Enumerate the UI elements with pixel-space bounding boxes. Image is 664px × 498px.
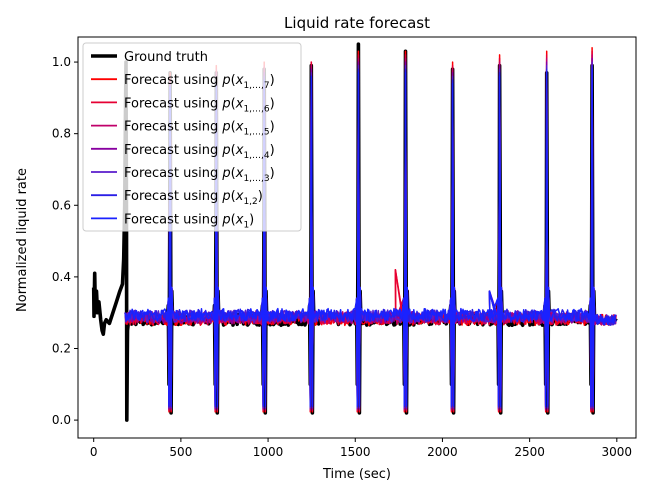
y-tick-label: 1.0	[52, 55, 71, 69]
y-tick-label: 0.4	[52, 270, 71, 284]
x-tick-label: 2000	[427, 445, 458, 459]
chart-title: Liquid rate forecast	[284, 14, 430, 32]
y-tick-label: 0.6	[52, 198, 71, 212]
legend-box	[82, 42, 302, 232]
series-line-7	[124, 68, 617, 407]
series-layer	[91, 42, 618, 422]
legend-label: Forecast using p(x1,…,7)	[124, 73, 275, 91]
legend: Ground truth Forecast using p(x1,…,7) Fore…	[82, 42, 302, 232]
x-axis-label: Time (sec)	[322, 467, 391, 482]
y-axis: 0.0 0.2 0.4 0.6 0.8 1.0	[52, 55, 78, 427]
legend-label: Ground truth	[124, 50, 208, 65]
y-tick-label: 0.0	[52, 413, 71, 427]
legend-label: Forecast using p(x1,…,3)	[124, 166, 275, 184]
y-tick-label: 0.2	[52, 341, 71, 355]
legend-label: Forecast using p(x1,2)	[124, 189, 263, 207]
x-tick-label: 3000	[602, 445, 633, 459]
y-tick-label: 0.8	[52, 127, 71, 141]
legend-label: Forecast using p(x1)	[124, 212, 254, 230]
x-tick-label: 1500	[340, 445, 371, 459]
legend-label: Forecast using p(x1,…,4)	[124, 143, 275, 161]
legend-label: Forecast using p(x1,…,6)	[124, 96, 275, 114]
y-axis-label: Normalized liquid rate	[15, 168, 30, 312]
x-tick-label: 1000	[253, 445, 284, 459]
plot-frame	[77, 36, 637, 439]
x-axis: 0 500 1000 1500 2000 2500 3000	[90, 438, 632, 459]
x-tick-label: 500	[169, 445, 192, 459]
legend-label: Forecast using p(x1,…,5)	[124, 120, 275, 138]
x-tick-label: 0	[90, 445, 98, 459]
x-tick-label: 2500	[514, 445, 545, 459]
